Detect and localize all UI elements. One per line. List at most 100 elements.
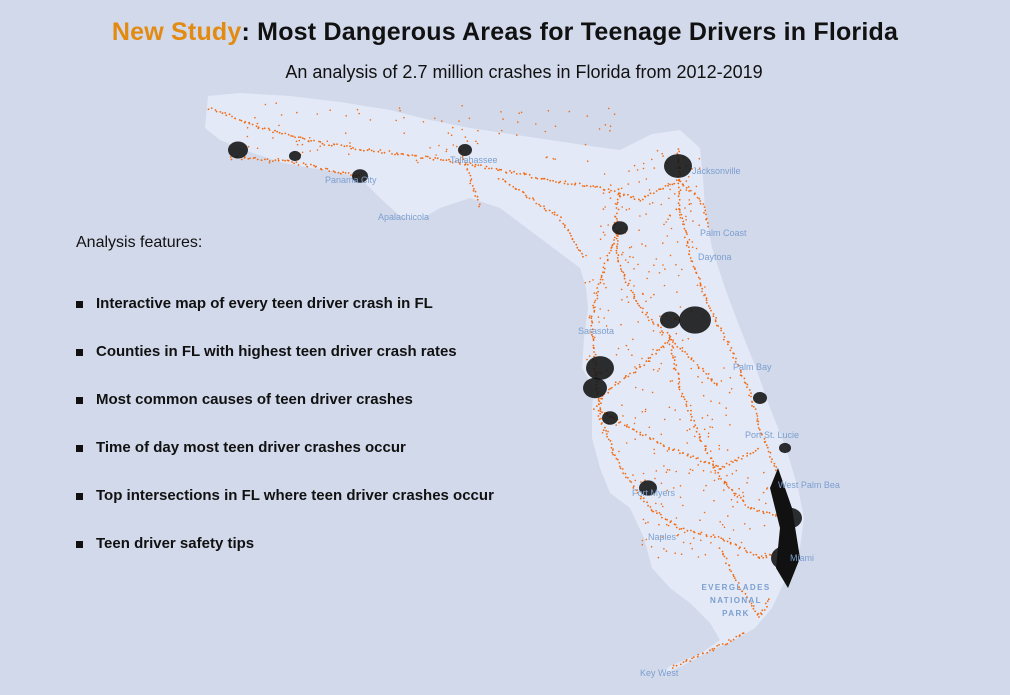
crash-dot (726, 449, 729, 451)
crash-dot (358, 112, 360, 115)
crash-dot (646, 501, 648, 504)
crash-dot (590, 331, 593, 333)
crash-dot (632, 256, 634, 259)
crash-dot (610, 249, 612, 252)
crash-dot (251, 123, 254, 126)
crash-dot (714, 469, 717, 472)
crash-dot (644, 522, 647, 524)
crash-dot (246, 127, 249, 129)
crash-dot (723, 466, 726, 468)
crash-dot (677, 186, 680, 189)
crash-dot (651, 158, 653, 161)
crash-dot (728, 487, 730, 489)
crash-dot (717, 471, 720, 474)
crash-dot (368, 148, 371, 151)
crash-dot (695, 247, 698, 250)
bullet-icon (76, 541, 83, 548)
crash-dot (720, 537, 723, 539)
crash-dot (677, 382, 680, 385)
crash-dot (684, 229, 687, 232)
crash-dot (633, 428, 635, 431)
crash-dot (735, 357, 737, 360)
crash-dot (586, 358, 588, 361)
crash-dot (675, 517, 678, 519)
crash-dot (586, 184, 588, 187)
crash-dot (650, 318, 653, 321)
crash-dot (703, 428, 706, 431)
crash-dot (682, 541, 685, 544)
crash-dot (315, 165, 317, 168)
crash-dot (674, 342, 677, 345)
florida-crash-map[interactable]: Tallahassee Panama City Apalachicola Jackso… (200, 88, 840, 688)
crash-dot (709, 649, 711, 652)
crash-dot (684, 351, 686, 353)
crash-dot (612, 448, 614, 450)
crash-dot (328, 170, 331, 172)
crash-dot (634, 366, 636, 368)
crash-dot (689, 404, 692, 407)
crash-dot (349, 145, 351, 148)
crash-cluster (289, 150, 301, 162)
crash-dot (547, 110, 550, 112)
crash-dot (318, 140, 320, 143)
crash-dot (559, 180, 562, 183)
crash-dot (520, 111, 523, 114)
crash-dot (615, 217, 618, 220)
crash-dot (634, 417, 637, 419)
crash-dot (660, 362, 663, 365)
crash-dot (681, 392, 684, 395)
crash-dot (602, 192, 605, 194)
crash-dot (627, 476, 629, 479)
crash-dot (696, 655, 699, 658)
crash-dot (705, 535, 708, 538)
crash-dot (309, 137, 311, 139)
crash-dot (660, 326, 662, 329)
crash-dot (742, 495, 745, 498)
crash-dot (643, 500, 645, 503)
crash-dot (757, 423, 759, 426)
crash-dot (643, 364, 646, 367)
crash-dot (615, 237, 618, 240)
crash-dot (669, 254, 672, 257)
crash-dot (613, 190, 616, 192)
crash-dot (673, 363, 675, 365)
crash-dot (641, 311, 644, 314)
feature-item: Top intersections in FL where teen drive… (76, 487, 494, 535)
crash-dot (665, 221, 667, 223)
crash-dot (653, 167, 656, 169)
crash-dot (658, 349, 661, 351)
crash-dot (627, 375, 630, 378)
crash-dot (744, 504, 747, 506)
crash-dot (675, 364, 678, 367)
crash-dot (334, 171, 336, 174)
crash-dot (448, 158, 450, 161)
crash-dot (705, 484, 707, 487)
crash-dot (545, 156, 548, 159)
crash-dot (498, 132, 501, 135)
crash-dot (765, 502, 767, 505)
crash-dot (775, 469, 777, 472)
crash-dot (754, 610, 756, 613)
crash-dot (607, 438, 610, 441)
crash-dot (664, 185, 667, 187)
crash-dot (685, 244, 688, 247)
crash-dot (474, 163, 477, 166)
crash-dot (747, 506, 750, 509)
crash-dot (701, 652, 704, 655)
crash-dot (679, 306, 682, 308)
crash-dot (659, 188, 662, 190)
crash-dot (633, 293, 636, 296)
crash-dot (660, 433, 663, 436)
crash-dot (532, 199, 535, 201)
crash-dot (665, 550, 668, 552)
crash-dot (452, 126, 454, 129)
crash-dot (710, 378, 712, 380)
crash-dot (714, 472, 717, 474)
crash-dot (635, 300, 637, 302)
crash-dot (319, 141, 322, 143)
crash-dot (563, 182, 566, 185)
crash-dot (229, 156, 232, 158)
crash-dot (665, 471, 668, 474)
crash-dot (743, 523, 746, 525)
crash-dot (703, 211, 705, 214)
